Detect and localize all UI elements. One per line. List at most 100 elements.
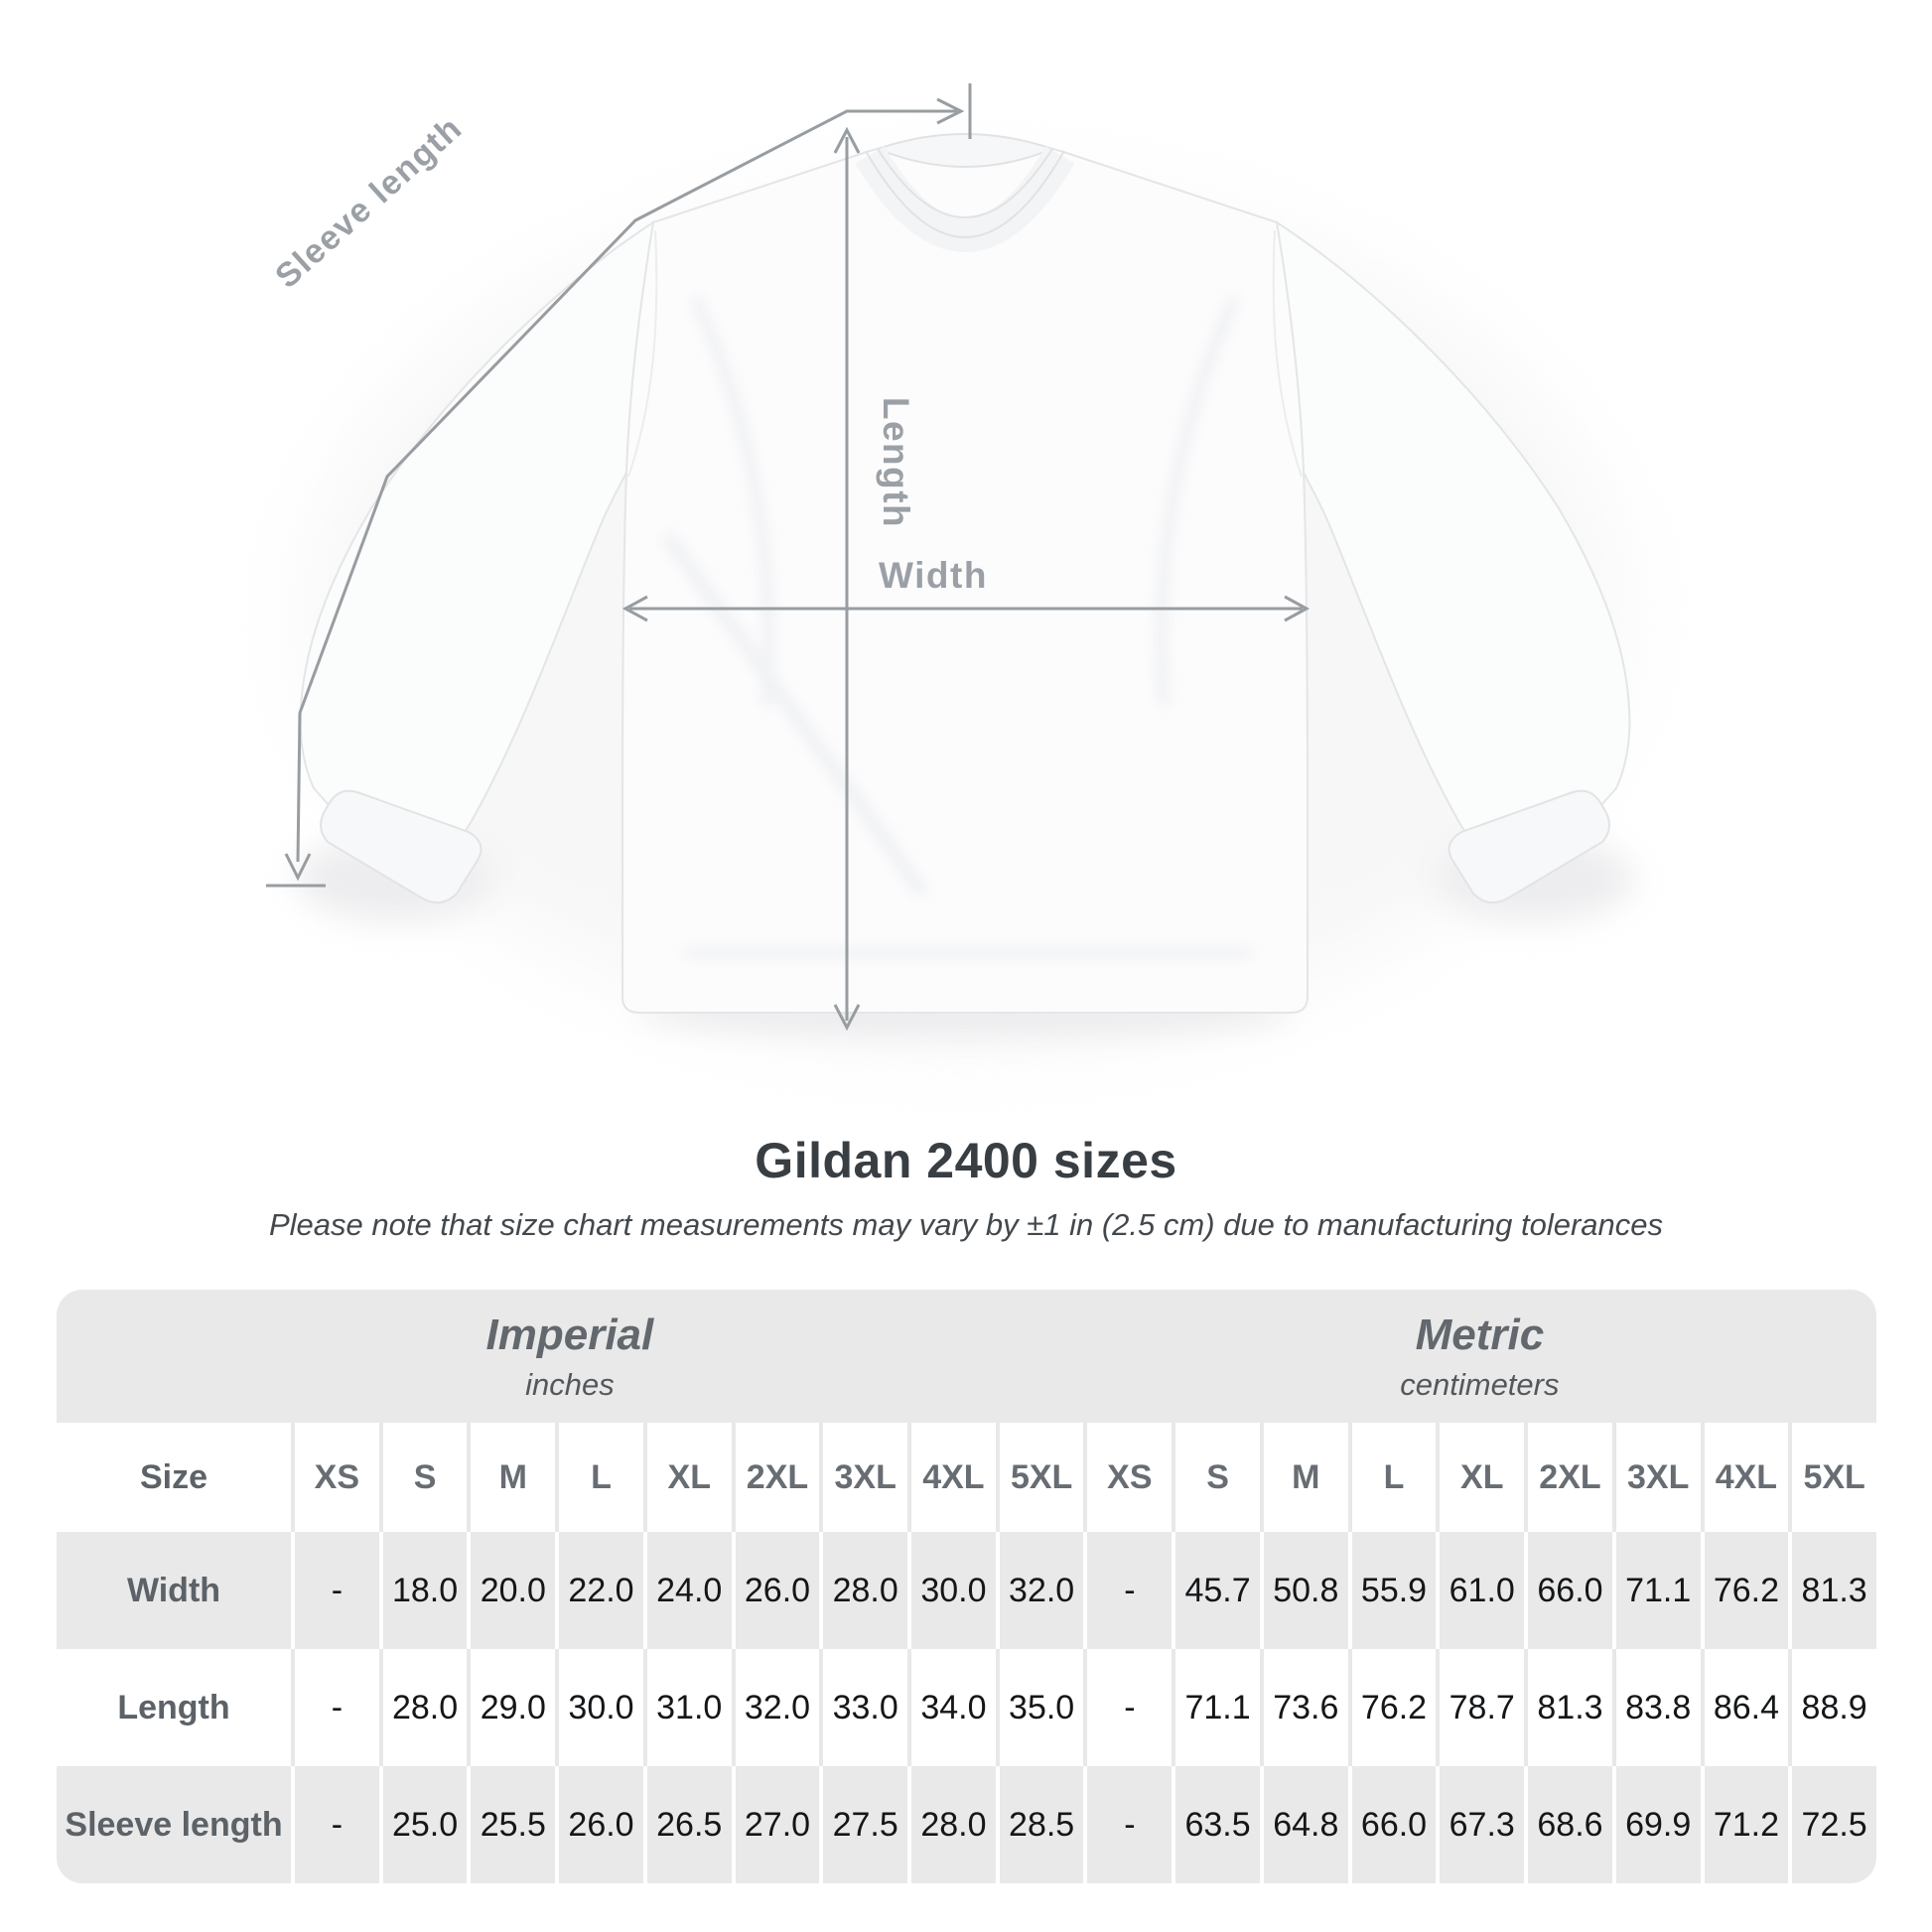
measurement-value: 32.0 (731, 1649, 820, 1766)
size-col-header: 3XL (1611, 1423, 1701, 1532)
size-col-header: 2XL (1524, 1423, 1612, 1532)
row-label: Sleeve length (65, 1805, 283, 1844)
shirt-size-diagram: Sleeve length Length Width (266, 83, 1634, 1036)
measurement-value: 28.0 (819, 1532, 907, 1649)
measurement-value: 76.2 (1700, 1532, 1789, 1649)
measurement-value: 67.3 (1436, 1766, 1524, 1883)
size-row-label: Size (139, 1457, 208, 1496)
measurement-value: 29.0 (467, 1649, 555, 1766)
measurement-value: 27.5 (819, 1766, 907, 1883)
size-col-header: 5XL (995, 1423, 1084, 1532)
measurement-value: 30.0 (907, 1532, 996, 1649)
shirt-body (621, 137, 1309, 1014)
measurement-value: 81.3 (1524, 1649, 1612, 1766)
shirt-left-cuff (320, 789, 483, 904)
shirt-folds (661, 295, 1251, 958)
shirt-right-armhole-seam (1272, 229, 1303, 478)
measurement-value: 24.0 (642, 1532, 732, 1649)
measurement-row-length: Length -28.0 29.0 30.0 31.0 32.0 33.0 34.0 35.0-… (57, 1649, 1876, 1766)
size-col-header: 3XL (819, 1423, 907, 1532)
size-col-header: S (1172, 1423, 1260, 1532)
size-col-header: XL (642, 1423, 732, 1532)
measurement-value: 26.0 (731, 1532, 820, 1649)
shirt-right-cuff (1448, 789, 1610, 904)
size-col-header: S (378, 1423, 468, 1532)
measurement-value: 68.6 (1524, 1766, 1612, 1883)
size-col-header: L (555, 1423, 643, 1532)
measurement-value: 71.2 (1700, 1766, 1789, 1883)
measurement-value: 25.0 (378, 1766, 468, 1883)
measurement-value: - (1083, 1766, 1172, 1883)
measurement-value: 72.5 (1788, 1766, 1876, 1883)
measurement-value: 66.0 (1524, 1532, 1612, 1649)
measurement-value: 26.5 (642, 1766, 732, 1883)
imperial-header-title: Imperial (485, 1310, 654, 1359)
measurement-value: - (291, 1532, 379, 1649)
measurement-value: 20.0 (467, 1532, 555, 1649)
measurement-value: - (291, 1766, 379, 1883)
width-label: Width (879, 555, 988, 596)
imperial-header: Imperial inches (57, 1290, 1083, 1423)
length-label: Length (876, 397, 916, 528)
sleeve-length-label: Sleeve length (268, 109, 470, 296)
row-label: Length (117, 1688, 230, 1726)
measurement-row-sleeve-length: Sleeve length -25.0 25.5 26.0 26.5 27.0 27.5 28… (57, 1766, 1876, 1883)
measurement-value: 31.0 (642, 1649, 732, 1766)
measurement-lines (266, 83, 1311, 1032)
measurement-value: 73.6 (1259, 1649, 1348, 1766)
size-col-header: XS (291, 1423, 379, 1532)
width-arrow-right (1284, 595, 1311, 622)
page-title: Gildan 2400 sizes (755, 1133, 1177, 1188)
measurement-value: 64.8 (1259, 1766, 1348, 1883)
measurement-value: 83.8 (1611, 1649, 1701, 1766)
tolerance-note: Please note that size chart measurements… (268, 1207, 1664, 1242)
measurement-value: 27.0 (731, 1766, 820, 1883)
measurement-value: 76.2 (1347, 1649, 1437, 1766)
measurement-value: 32.0 (995, 1532, 1084, 1649)
measurement-value: - (291, 1649, 379, 1766)
size-table-body: Size XS S M L XL 2XL 3XL 4XL 5XL XS S M L XL 2XL 3XL 4XL 5… (57, 1423, 1876, 1883)
measurement-value: 35.0 (995, 1649, 1084, 1766)
measurement-value: - (1083, 1649, 1172, 1766)
measurement-value: 30.0 (555, 1649, 643, 1766)
size-col-header: 5XL (1788, 1423, 1876, 1532)
size-col-header: 4XL (1700, 1423, 1789, 1532)
measurement-value: 22.0 (555, 1532, 643, 1649)
shirt-left-armhole-seam (627, 229, 658, 478)
metric-header: Metric centimeters (1083, 1290, 1876, 1423)
length-arrow-down (833, 1004, 861, 1032)
metric-header-title: Metric (1415, 1310, 1545, 1359)
measurement-value: 69.9 (1611, 1766, 1701, 1883)
size-col-header: XS (1083, 1423, 1172, 1532)
measurement-value: 26.0 (555, 1766, 643, 1883)
unit-header-band: Imperial inches Metric centimeters (57, 1290, 1876, 1423)
measurement-value: 28.5 (995, 1766, 1084, 1883)
measurement-value: 63.5 (1172, 1766, 1260, 1883)
measurement-row-width: Width -18.0 20.0 22.0 24.0 26.0 28.0 30.0 32.0-4… (57, 1532, 1876, 1649)
measurement-value: 78.7 (1436, 1649, 1524, 1766)
metric-header-units: centimeters (1400, 1366, 1560, 1402)
measurement-value: 81.3 (1788, 1532, 1876, 1649)
shirt-diagram-svg: Sleeve length Length Width (266, 83, 1634, 1036)
measurement-value: 28.0 (907, 1766, 996, 1883)
measurement-value: 25.5 (467, 1766, 555, 1883)
size-col-header: M (467, 1423, 555, 1532)
size-col-header: 2XL (731, 1423, 820, 1532)
measurement-value: 88.9 (1788, 1649, 1876, 1766)
size-col-header: 4XL (907, 1423, 996, 1532)
sleeve-length-line (296, 109, 957, 863)
size-table: Imperial inches Metric centimeters Size X… (57, 1290, 1876, 1883)
measurement-value: 18.0 (378, 1532, 468, 1649)
measurement-value: 71.1 (1611, 1532, 1701, 1649)
size-header-row: Size XS S M L XL 2XL 3XL 4XL 5XL XS S M L XL 2XL 3XL 4XL 5… (57, 1423, 1876, 1532)
sleeve-length-arrow-down (284, 853, 312, 882)
measurement-value: 34.0 (907, 1649, 996, 1766)
size-col-header: M (1259, 1423, 1348, 1532)
size-col-header: L (1347, 1423, 1437, 1532)
length-arrow-up (833, 126, 861, 154)
shirt-collar (855, 133, 1075, 252)
measurement-value: 50.8 (1259, 1532, 1348, 1649)
measurement-value: 86.4 (1700, 1649, 1789, 1766)
width-arrow-left (621, 595, 648, 622)
